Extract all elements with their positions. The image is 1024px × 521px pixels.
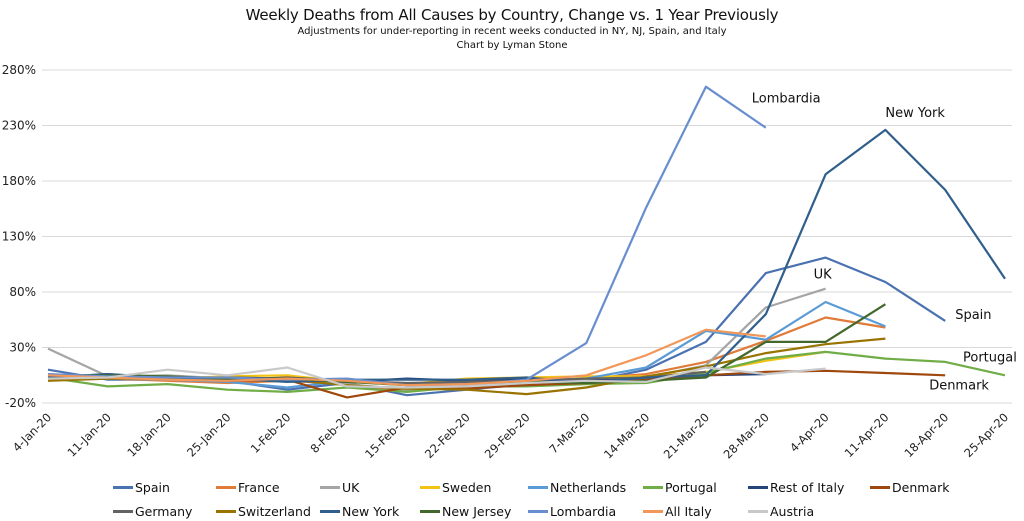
x-tick-label: 18-Jan-20 <box>124 410 173 459</box>
legend-label: France <box>238 480 280 495</box>
legend-label: Switzerland <box>238 504 311 519</box>
x-tick-label: 22-Feb-20 <box>422 410 473 461</box>
legend-swatch <box>643 486 663 489</box>
legend-item-austria: Austria <box>748 504 814 519</box>
series-line-portugal <box>47 350 1006 393</box>
legend-label: Sweden <box>442 480 492 495</box>
annotation-lombardia: Lombardia <box>752 92 821 107</box>
legend-swatch <box>748 486 768 489</box>
legend-item-lombardia: Lombardia <box>528 504 616 519</box>
annotation-uk: UK <box>814 268 833 283</box>
chart-title: Weekly Deaths from All Causes by Country… <box>245 6 779 24</box>
legend-swatch <box>113 510 133 513</box>
legend-label: Denmark <box>892 480 950 495</box>
x-tick-label: 4-Apr-20 <box>787 410 832 455</box>
x-tick-label: 8-Feb-20 <box>307 410 353 456</box>
legend-item-new-jersey: New Jersey <box>420 504 511 519</box>
y-tick-label: 80% <box>9 285 36 299</box>
y-tick-label: 30% <box>9 341 36 355</box>
legend-swatch <box>528 486 548 489</box>
legend-swatch <box>748 510 768 513</box>
x-tick-label: 25-Jan-20 <box>184 410 233 459</box>
legend-item-spain: Spain <box>113 480 170 495</box>
chart-subtitle: Adjustments for under-reporting in recen… <box>297 26 727 37</box>
legend-item-switzerland: Switzerland <box>216 504 311 519</box>
x-axis-ticks: 4-Jan-20 11-Jan-20 18-Jan-20 25-Jan-20 1-Feb… <box>10 410 1011 461</box>
x-tick-label: 21-Mar-20 <box>661 410 712 461</box>
legend-label: New York <box>342 504 400 519</box>
legend-item-netherlands: Netherlands <box>528 480 626 495</box>
x-tick-label: 15-Feb-20 <box>362 410 413 461</box>
annotation-denmark: Denmark <box>929 378 989 393</box>
legend-item-rest-of-italy: Rest of Italy <box>748 480 844 495</box>
x-tick-label: 28-Mar-20 <box>721 410 772 461</box>
annotations: Lombardia New York UK Spain Portugal Denmark <box>752 92 1017 394</box>
legend-item-portugal: Portugal <box>643 480 717 495</box>
y-axis-ticks: -20% 30% 80% 130% 180% 230% 280% <box>2 63 36 410</box>
x-tick-label: 14-Mar-20 <box>601 410 652 461</box>
legend-swatch <box>870 486 890 489</box>
x-tick-label: 4-Jan-20 <box>10 410 54 454</box>
legend-item-germany: Germany <box>113 504 192 519</box>
x-tick-label: 29-Feb-20 <box>482 410 533 461</box>
x-tick-label: 7-Mar-20 <box>546 410 592 456</box>
x-tick-label: 11-Apr-20 <box>842 410 892 460</box>
y-tick-label: 180% <box>2 174 36 188</box>
legend-label: Portugal <box>665 480 717 495</box>
legend-swatch <box>420 510 440 513</box>
chart-byline: Chart by Lyman Stone <box>456 40 568 51</box>
legend-item-uk: UK <box>320 480 359 495</box>
x-tick-label: 1-Feb-20 <box>248 410 294 456</box>
legend-label: Spain <box>135 480 170 495</box>
legend-label: UK <box>342 480 360 495</box>
legend-label: Austria <box>770 504 815 519</box>
annotation-new york: New York <box>885 106 945 121</box>
y-tick-label: -20% <box>5 396 36 410</box>
legend-swatch <box>216 486 236 489</box>
series-lines <box>47 85 1006 399</box>
legend-label: Rest of Italy <box>770 480 845 495</box>
annotation-spain: Spain <box>955 308 991 323</box>
legend-swatch <box>320 486 340 489</box>
legend-item-new-york: New York <box>320 504 399 519</box>
legend-label: Lombardia <box>550 504 617 519</box>
series-line-lombardia <box>47 85 767 387</box>
legend-item-denmark: Denmark <box>870 480 949 495</box>
legend-swatch <box>216 510 236 513</box>
legend-label: Netherlands <box>550 480 627 495</box>
series-line-spain <box>47 256 946 397</box>
legend-label: New Jersey <box>442 504 512 519</box>
legend-label: Germany <box>135 504 193 519</box>
legend-swatch <box>528 510 548 513</box>
series-line-austria <box>47 366 826 389</box>
y-tick-label: 130% <box>2 230 36 244</box>
series-line-new-york <box>47 128 1006 385</box>
legend-swatch <box>420 486 440 489</box>
legend-swatch <box>643 510 663 513</box>
legend-label: All Italy <box>665 504 712 519</box>
y-tick-label: 230% <box>2 119 36 133</box>
y-tick-label: 280% <box>2 63 36 77</box>
x-tick-label: 25-Apr-20 <box>961 410 1011 460</box>
legend-item-france: France <box>216 480 280 495</box>
gridlines <box>42 69 1012 404</box>
x-tick-label: 18-Apr-20 <box>901 410 951 460</box>
legend-item-sweden: Sweden <box>420 480 491 495</box>
legend-item-all-italy: All Italy <box>643 504 712 519</box>
annotation-portugal: Portugal <box>963 350 1017 365</box>
legend-swatch <box>113 486 133 489</box>
x-tick-label: 11-Jan-20 <box>64 410 113 459</box>
series-line-all-italy <box>47 328 766 387</box>
legend-swatch <box>320 510 340 513</box>
